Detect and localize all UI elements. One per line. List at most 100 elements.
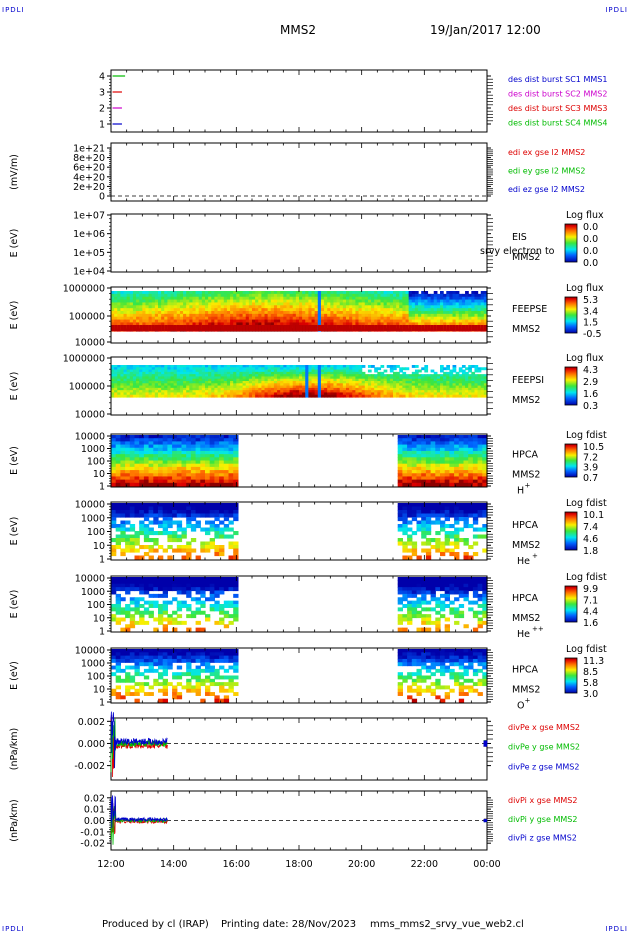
spectrogram-cell [374,367,378,371]
spectrogram-cell [176,381,181,384]
spectrogram-cell [399,369,403,373]
spectrogram-cell [167,520,173,525]
spectrogram-cell [270,381,275,384]
spectrogram-cell [430,322,435,326]
spectrogram-cell [324,313,328,318]
spectrogram-cell [407,476,413,481]
spectrogram-cell [405,299,410,304]
spectrogram-cell [134,447,140,452]
spectrogram-cell [142,378,147,382]
spectrogram-cell [125,520,131,525]
spectrogram-cell [443,374,447,378]
spectrogram-cell [380,302,385,306]
spectrogram-cell [333,316,338,321]
spectrogram-cell [367,369,372,373]
spectrogram-cell [151,385,156,389]
spectrogram-cell [114,387,118,391]
spectrogram-cell [405,313,410,318]
spectrogram-cell [111,580,117,585]
spectrogram-cell [358,313,363,318]
spectrogram-cell [134,607,140,612]
spectrogram-cell [277,322,281,326]
spectrogram-cell [214,534,220,539]
spectrogram-cell [167,383,172,387]
spectrogram-cell [342,291,347,295]
spectrogram-cell [397,438,403,442]
spectrogram-cell [143,590,150,595]
spectrogram-cell [273,387,278,391]
spectrogram-cell [195,473,201,478]
spectrogram-cell [270,374,275,378]
spectrogram-cell [277,316,281,321]
spectrogram-cell [270,325,275,331]
spectrogram-cell [219,510,225,515]
spectrogram-cell [176,374,181,378]
spectrogram-cell [427,296,432,301]
spectrogram-cell [217,371,222,375]
spectrogram-cell [355,385,360,389]
spectrogram-cell [371,313,375,318]
spectrogram-cell [170,387,175,391]
spectrogram-cell [132,378,137,382]
spectrogram-cell [452,296,457,301]
spectrogram-cell [264,387,269,391]
spectrogram-cell [330,293,335,298]
spectrogram-cell [233,604,239,608]
spectrogram-cell [416,479,422,484]
spectrogram-cell [200,473,206,478]
spectrogram-cell [407,527,413,532]
spectrogram-cell [236,369,241,373]
spectrogram-cell [458,325,463,331]
spectrogram-cell [277,319,281,324]
spectrogram-cell [418,325,422,331]
spectrogram-cell [480,376,485,380]
spectrogram-cell [233,305,237,309]
spectrogram-cell [414,319,419,324]
spectrogram-cell [139,590,145,595]
spectrogram-cell [143,600,150,605]
spectrogram-cell [463,460,469,465]
spectrogram-cell [346,387,350,391]
spectrogram-cell [421,293,425,298]
spectrogram-cell [471,305,476,309]
spectrogram-cell [148,577,154,581]
spectrogram-cell [472,513,479,518]
spectrogram-cell [280,374,284,378]
spectrogram-cell [389,313,394,318]
spectrogram-cell [120,313,125,318]
spectrogram-cell [402,457,408,462]
spectrogram-cell [367,381,372,384]
spectrogram-cell [226,319,231,324]
spectrogram-cell [173,383,178,387]
spectrogram-cell [134,479,140,484]
spectrogram-cell [454,470,460,474]
spectrogram-cell [380,308,385,312]
spectrogram-cell [181,604,187,608]
spectrogram-cell [374,385,378,389]
spectrogram-cell [402,583,408,588]
spectrogram-cell [230,302,234,306]
spectrogram-cell [148,316,153,321]
spectrogram-cell [436,305,441,309]
spectrogram-cell [424,311,429,315]
spectrogram-cell [223,577,230,581]
spectrogram-cell [176,503,183,508]
spectrogram-cell [393,299,397,304]
spectrogram-cell [267,378,272,382]
spectrogram-cell [449,378,454,382]
spectrogram-cell [183,319,187,324]
spectrogram-cell [444,476,450,481]
spectrogram-cell [129,367,134,371]
spectrogram-cell [139,620,145,625]
spectrogram-cell [305,378,309,382]
spectrogram-cell [198,394,203,398]
spectrogram-cell [449,466,455,471]
spectrogram-cell [201,374,206,378]
spectrogram-cell [463,538,469,543]
spectrogram-cell [386,376,391,380]
spectrogram-cell [367,291,372,295]
spectrogram-cell [336,322,341,326]
spectrogram-cell [117,313,121,318]
spectrogram-cell [280,385,284,389]
spectrogram-cell [461,371,466,375]
